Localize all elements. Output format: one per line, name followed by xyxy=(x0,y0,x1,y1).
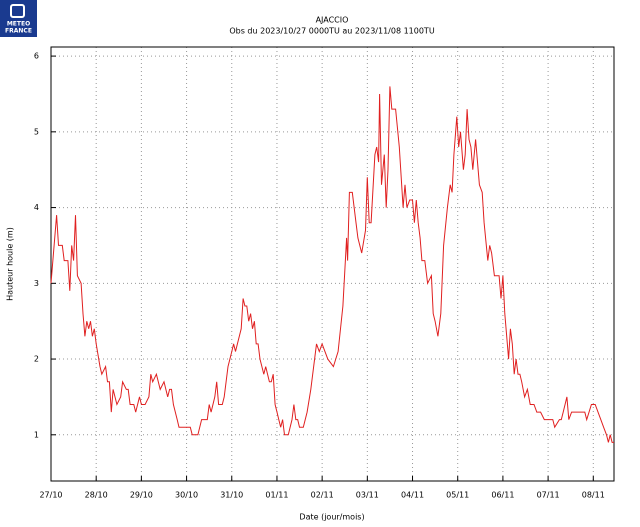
x-axis-label: Date (jour/mois) xyxy=(299,513,364,522)
chart-title: AJACCIO xyxy=(316,16,349,25)
y-tick-label: 3 xyxy=(34,279,39,288)
x-tick-label: 04/11 xyxy=(401,491,424,500)
x-tick-label: 06/11 xyxy=(491,491,514,500)
x-tick-label: 08/11 xyxy=(582,491,605,500)
y-tick-label: 6 xyxy=(34,52,39,61)
logo-icon xyxy=(10,4,25,18)
x-tick-label: 03/11 xyxy=(356,491,379,500)
x-tick-label: 01/11 xyxy=(265,491,288,500)
y-tick-label: 5 xyxy=(34,127,39,136)
x-tick-label: 05/11 xyxy=(446,491,469,500)
logo xyxy=(0,0,37,37)
y-tick-label: 2 xyxy=(34,355,39,364)
plot-frame xyxy=(50,46,615,482)
x-tick-label: 02/11 xyxy=(311,491,334,500)
x-tick-label: 31/10 xyxy=(220,491,243,500)
logo-text: METEO xyxy=(7,21,30,28)
x-tick-label: 28/10 xyxy=(85,491,108,500)
y-tick-label: 4 xyxy=(34,203,39,212)
x-tick-label: 29/10 xyxy=(130,491,153,500)
x-tick-label: 07/11 xyxy=(537,491,560,500)
y-tick-label: 1 xyxy=(34,430,39,439)
y-axis-label: Hauteur houle (m) xyxy=(6,227,15,301)
data-line xyxy=(50,86,614,443)
chart-subtitle: Obs du 2023/10/27 0000TU au 2023/11/08 1… xyxy=(229,27,434,36)
x-tick-label: 27/10 xyxy=(39,491,62,500)
x-tick-label: 30/10 xyxy=(175,491,198,500)
logo-text: FRANCE xyxy=(5,28,32,35)
